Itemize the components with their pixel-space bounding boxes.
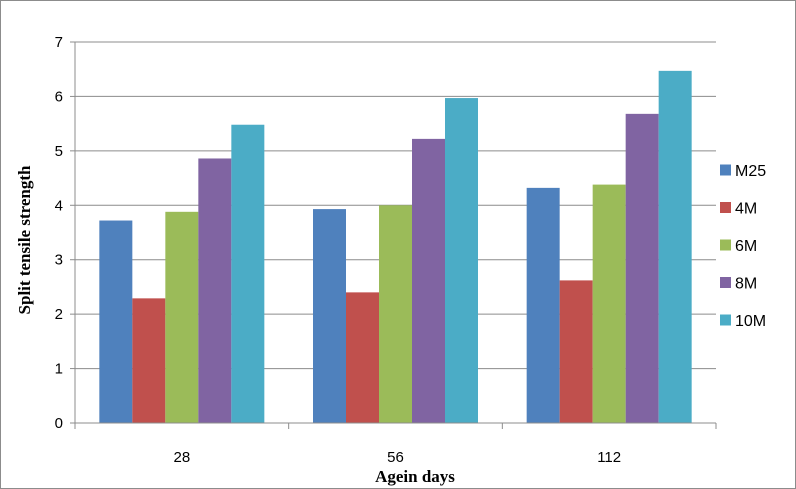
legend-swatch-10m xyxy=(720,314,731,326)
bar-8m-28 xyxy=(198,158,232,423)
x-tick-labels: 28 56 112 xyxy=(173,449,621,466)
y-tick-label: 1 xyxy=(55,361,63,378)
axes xyxy=(70,41,717,429)
legend-label-4m: 4M xyxy=(735,201,757,218)
bar-6m-112 xyxy=(592,184,626,423)
legend-swatch-4m xyxy=(720,202,731,213)
x-tick-label: 28 xyxy=(173,449,190,466)
legend-label-10m: 10M xyxy=(735,313,766,330)
bar-6m-28 xyxy=(165,211,199,423)
bar-4m-28 xyxy=(132,298,166,423)
legend-swatch-6m xyxy=(720,239,731,251)
bar-m25-56 xyxy=(313,209,346,423)
legend-label-8m: 8M xyxy=(735,276,757,293)
legend: M25 4M 6M 8M 10M xyxy=(720,163,766,330)
bar-8m-112 xyxy=(625,113,659,424)
y-tick-labels: 0 1 2 3 4 5 6 7 xyxy=(55,34,63,432)
legend-label-6m: 6M xyxy=(735,238,757,255)
bar-8m-56 xyxy=(412,138,445,423)
legend-swatch-8m xyxy=(720,277,731,288)
y-axis-title: Split tensile strength xyxy=(15,165,34,314)
y-tick-label: 7 xyxy=(55,34,63,51)
x-tick-label: 112 xyxy=(597,449,621,466)
x-axis-title: Agein days xyxy=(375,467,455,486)
bars xyxy=(99,70,692,424)
bar-m25-112 xyxy=(526,187,560,423)
y-tick-label: 5 xyxy=(55,143,63,160)
legend-label-m25: M25 xyxy=(735,163,766,180)
y-tick-label: 3 xyxy=(55,252,63,269)
bar-10m-56 xyxy=(445,98,478,423)
y-tick-label: 0 xyxy=(55,415,63,432)
bar-4m-56 xyxy=(346,292,379,423)
y-tick-label: 4 xyxy=(55,197,63,214)
y-tick-label: 6 xyxy=(55,88,63,105)
x-tick-label: 56 xyxy=(387,449,404,466)
bar-10m-112 xyxy=(658,70,692,424)
bar-6m-56 xyxy=(379,205,412,423)
bar-m25-28 xyxy=(99,220,133,423)
bar-4m-112 xyxy=(559,280,593,423)
y-tick-label: 2 xyxy=(55,306,63,323)
legend-swatch-m25 xyxy=(720,164,731,176)
bar-10m-28 xyxy=(231,124,265,423)
